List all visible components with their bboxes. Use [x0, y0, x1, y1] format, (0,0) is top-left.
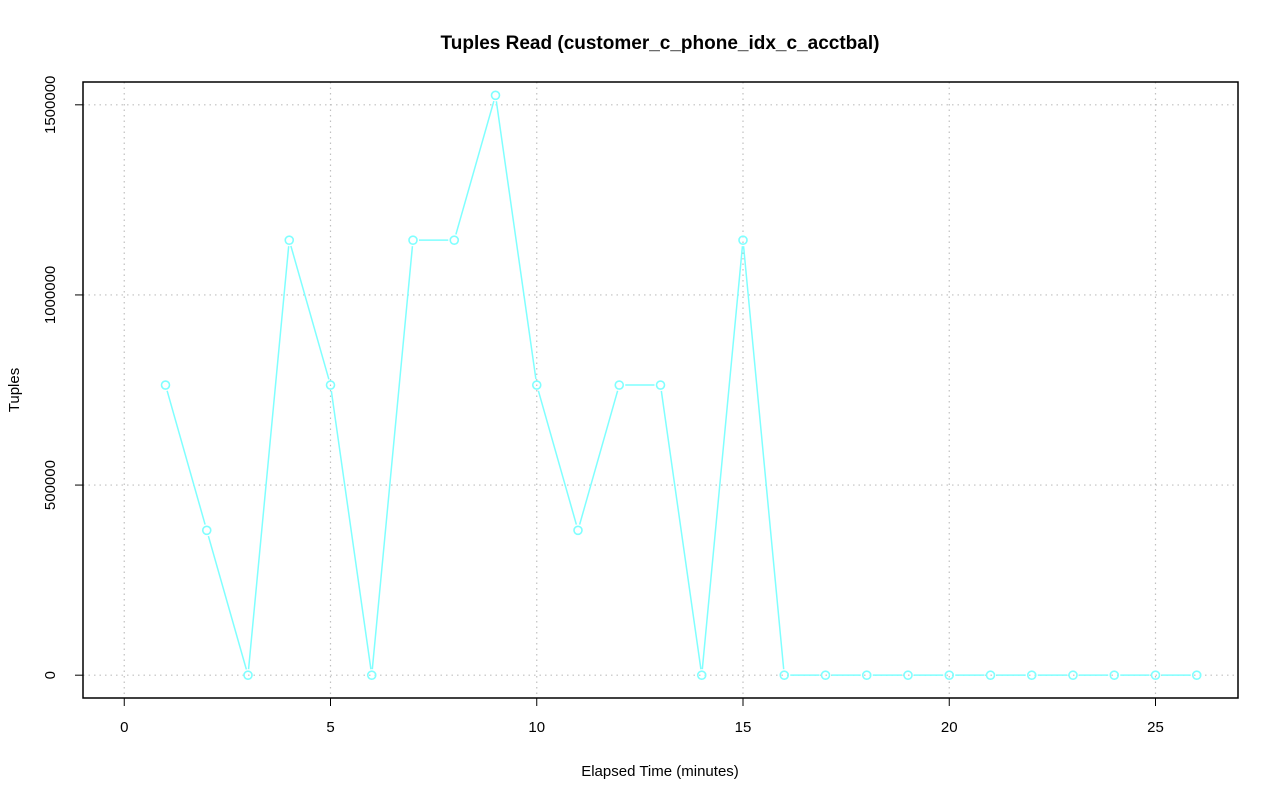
y-axis-label: Tuples	[6, 368, 23, 412]
x-axis: 0 5 10 15 20 25	[120, 697, 1164, 736]
data-point	[366, 670, 377, 680]
data-point	[1109, 670, 1120, 680]
x-tick-label: 20	[941, 719, 958, 736]
y-tick-label: 0	[42, 671, 59, 679]
data-point	[408, 235, 418, 245]
y-axis: 0 500000 1000000 1500000	[42, 76, 84, 679]
series-segment	[290, 245, 330, 380]
data-point	[861, 670, 872, 680]
data-point	[325, 380, 336, 390]
data-point	[655, 380, 666, 390]
series-segment	[701, 246, 744, 670]
series-segment	[330, 390, 372, 670]
x-tick-label: 15	[735, 719, 752, 736]
series-segment	[578, 390, 619, 525]
data-point	[738, 235, 748, 245]
data-point	[985, 670, 996, 680]
series-segment	[660, 390, 702, 670]
data-point	[1026, 670, 1037, 680]
x-tick-label: 10	[528, 719, 545, 736]
data-point	[573, 525, 583, 536]
chart-title: Tuples Read (customer_c_phone_idx_c_acct…	[441, 33, 880, 54]
series-segment	[371, 246, 414, 670]
data-point	[779, 670, 790, 680]
x-tick-label: 5	[326, 719, 334, 736]
data-point	[944, 670, 955, 680]
x-tick-label: 0	[120, 719, 128, 736]
data-point	[820, 670, 831, 680]
data-point	[449, 235, 460, 245]
data-point	[903, 670, 913, 680]
series-layer	[160, 90, 1202, 680]
y-tick-label: 500000	[42, 460, 59, 510]
data-point	[1068, 670, 1078, 680]
data-point	[490, 90, 501, 101]
x-axis-label: Elapsed Time (minutes)	[581, 763, 739, 780]
y-tick-label: 1500000	[42, 76, 59, 134]
y-tick-label: 1000000	[42, 266, 59, 324]
data-point	[284, 235, 295, 245]
series-segment	[495, 101, 537, 380]
data-point	[160, 380, 171, 390]
data-point	[1150, 670, 1161, 680]
series-segment	[742, 246, 785, 670]
data-point	[201, 525, 212, 536]
data-point	[614, 380, 625, 390]
data-point	[1191, 670, 1202, 680]
data-point	[531, 380, 542, 390]
series-segment	[537, 390, 578, 525]
series-line	[160, 90, 1202, 680]
series-segment	[247, 246, 290, 670]
data-point	[243, 670, 253, 680]
data-point	[696, 670, 707, 680]
series-segment	[455, 100, 495, 235]
x-tick-label: 25	[1147, 719, 1164, 736]
series-segment	[207, 535, 248, 670]
series-segment	[166, 390, 206, 525]
grid	[83, 82, 1238, 698]
